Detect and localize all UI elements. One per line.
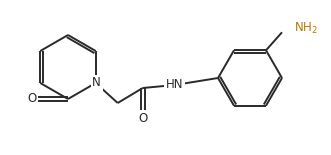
Text: N: N — [92, 77, 101, 89]
Text: NH$_2$: NH$_2$ — [294, 21, 318, 36]
Text: O: O — [138, 111, 147, 124]
Text: HN: HN — [166, 78, 183, 91]
Text: O: O — [27, 93, 37, 106]
